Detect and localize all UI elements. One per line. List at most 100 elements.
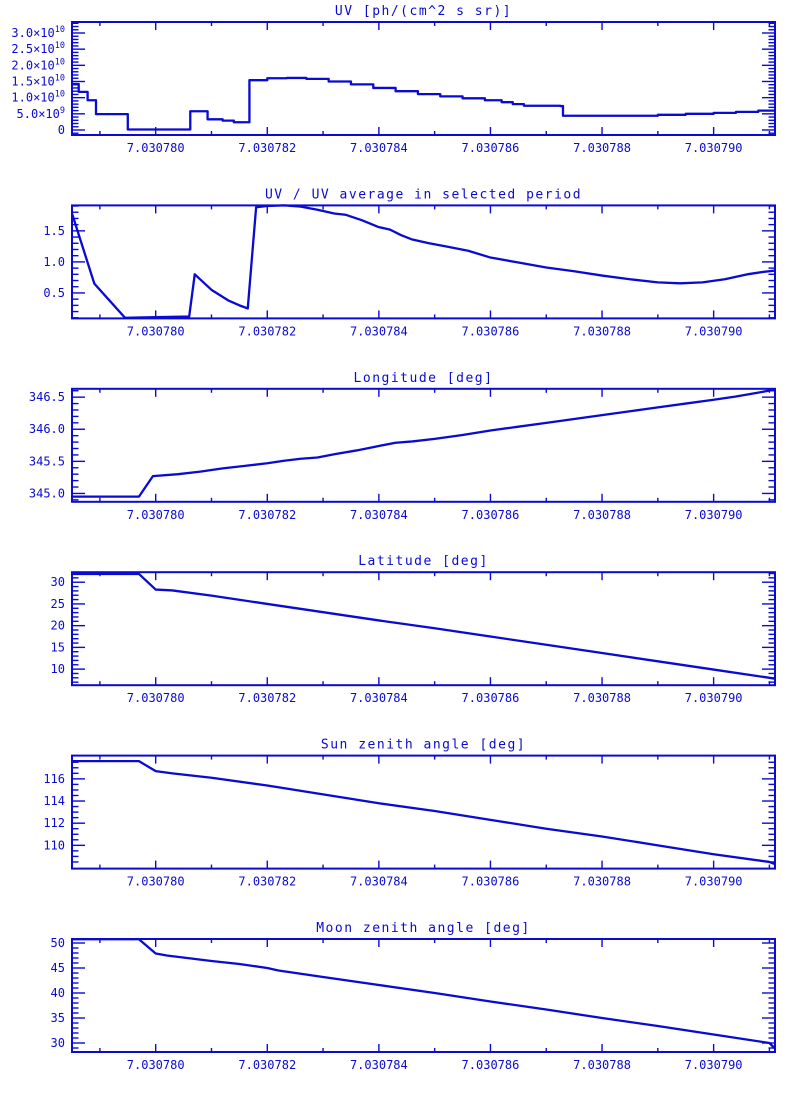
x-tick-label: 7.030786 [462, 508, 520, 522]
data-line-longitude [71, 388, 776, 498]
x-ticks [99, 755, 771, 869]
x-tick-label: 7.030788 [573, 691, 631, 705]
x-tick-label: 7.030788 [573, 875, 631, 889]
data-line-latitude [71, 572, 776, 680]
x-tick-label: 7.030788 [573, 141, 631, 155]
x-tick-label: 7.030782 [238, 141, 296, 155]
y-ticks [72, 572, 775, 683]
x-tick-label: 7.030780 [127, 691, 185, 705]
chart-uv-ratio: UV / UV average in selected period 7.0307… [43, 187, 776, 338]
x-tick-label: 7.030786 [462, 691, 520, 705]
chart-moon-zenith: Moon zenith angle [deg] 7.030780 7.030782 7… [51, 921, 776, 1072]
y-tick-label: 116 [43, 772, 65, 786]
x-tick-label: 7.030786 [462, 141, 520, 155]
x-tick-label: 7.030788 [573, 1058, 631, 1072]
x-tick-label: 7.030790 [685, 875, 743, 889]
chart-title: Latitude [deg] [358, 554, 489, 569]
y-tick-label: 1.0×1010 [11, 90, 65, 105]
y-tick-label: 345.0 [29, 486, 65, 500]
x-tick-label: 7.030786 [462, 875, 520, 889]
x-ticks [99, 572, 771, 686]
y-tick-label: 30 [51, 1036, 65, 1050]
y-tick-label: 35 [51, 1011, 65, 1025]
x-tick-label: 7.030790 [685, 1058, 743, 1072]
plot-frame [71, 571, 776, 687]
data-line-sun-zenith [71, 759, 776, 866]
x-tick-label: 7.030780 [127, 324, 185, 338]
plot-frame [71, 754, 776, 870]
x-tick-label: 7.030790 [685, 691, 743, 705]
x-tick-label: 7.030784 [350, 875, 408, 889]
y-ticks [72, 205, 775, 319]
y-tick-label: 114 [43, 794, 65, 808]
chart-longitude: Longitude [deg] 7.030780 7.030782 7.030784 7… [29, 371, 776, 522]
x-tick-label: 7.030784 [350, 141, 408, 155]
chart-title: Longitude [deg] [354, 371, 494, 386]
y-tick-label: 40 [51, 986, 65, 1000]
y-tick-label: 15 [51, 640, 65, 654]
x-tick-label: 7.030790 [685, 324, 743, 338]
x-ticks [99, 205, 771, 319]
y-tick-label: 346.0 [29, 422, 65, 436]
y-tick-label: 1.0 [43, 255, 65, 269]
y-tick-label: 0 [58, 123, 65, 137]
x-ticks [99, 22, 771, 135]
chart-uv: UV [ph/(cm^2 s sr)] 7.030780 7.030782 7.030… [11, 4, 776, 155]
y-ticks [72, 22, 775, 134]
plot-frame [71, 21, 776, 136]
data-line-moon-zenith [71, 938, 776, 1050]
chart-sun-zenith: Sun zenith angle [deg] 7.030780 7.030782 7.… [43, 738, 776, 889]
y-tick-label: 45 [51, 961, 65, 975]
y-tick-label: 2.0×1010 [11, 57, 65, 72]
x-tick-label: 7.030790 [685, 508, 743, 522]
x-tick-label: 7.030784 [350, 691, 408, 705]
x-tick-label: 7.030788 [573, 324, 631, 338]
chart-title: Moon zenith angle [deg] [316, 921, 531, 936]
x-tick-label: 7.030782 [238, 324, 296, 338]
plot-frame [71, 387, 776, 503]
x-tick-label: 7.030780 [127, 875, 185, 889]
x-tick-label: 7.030782 [238, 508, 296, 522]
y-tick-label: 110 [43, 838, 65, 852]
y-tick-label: 2.5×1010 [11, 41, 65, 56]
chart-title: UV [ph/(cm^2 s sr)] [335, 4, 512, 19]
y-tick-label: 345.5 [29, 454, 65, 468]
y-tick-label: 1.5×1010 [11, 73, 65, 88]
chart-title: Sun zenith angle [deg] [321, 738, 526, 753]
y-tick-label: 112 [43, 816, 65, 830]
y-tick-label: 50 [51, 936, 65, 950]
chart-latitude: Latitude [deg] 7.030780 7.030782 7.030784 7.… [51, 554, 776, 705]
y-tick-label: 10 [51, 662, 65, 676]
x-tick-label: 7.030784 [350, 1058, 408, 1072]
y-tick-label: 30 [51, 575, 65, 589]
y-ticks [72, 942, 775, 1049]
y-tick-label: 20 [51, 619, 65, 633]
data-line-uv [71, 76, 776, 131]
x-tick-label: 7.030784 [350, 508, 408, 522]
y-tick-label: 3.0×1010 [11, 25, 65, 40]
x-tick-label: 7.030782 [238, 1058, 296, 1072]
x-tick-label: 7.030786 [462, 324, 520, 338]
y-tick-label: 25 [51, 597, 65, 611]
y-tick-label: 0.5 [43, 286, 65, 300]
chart-title: UV / UV average in selected period [265, 187, 582, 202]
x-tick-label: 7.030786 [462, 1058, 520, 1072]
y-tick-label: 346.5 [29, 390, 65, 404]
x-tick-label: 7.030784 [350, 324, 408, 338]
x-ticks [99, 939, 771, 1052]
y-ticks [72, 761, 775, 863]
x-tick-label: 7.030780 [127, 508, 185, 522]
y-ticks [72, 390, 775, 501]
data-line-uv-ratio [71, 204, 776, 319]
x-tick-label: 7.030782 [238, 691, 296, 705]
y-tick-label: 1.5 [43, 224, 65, 238]
plot-frame [71, 938, 776, 1053]
plot-frame [71, 204, 776, 320]
x-tick-label: 7.030780 [127, 141, 185, 155]
y-tick-label: 5.0×109 [17, 106, 65, 121]
x-tick-label: 7.030780 [127, 1058, 185, 1072]
x-tick-label: 7.030790 [685, 141, 743, 155]
x-tick-label: 7.030788 [573, 508, 631, 522]
